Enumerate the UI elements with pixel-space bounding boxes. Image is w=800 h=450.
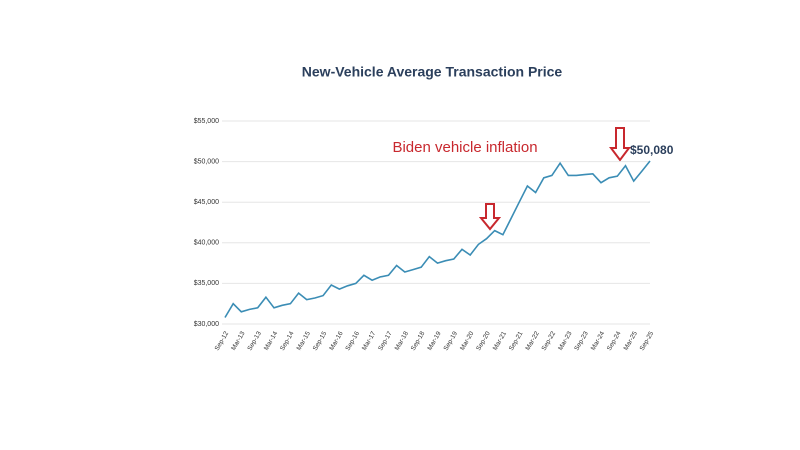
x-tick-label: Mar-16	[328, 330, 345, 352]
annotation: Biden vehicle inflation	[392, 139, 537, 156]
arrow	[478, 203, 502, 231]
x-tick-label: Mar-17	[361, 330, 378, 352]
y-tick-label: $45,000	[194, 199, 219, 206]
x-tick-label: Sep-12	[214, 330, 231, 352]
x-tick-label: Sep-25	[639, 330, 656, 352]
x-tick-label: Sep-24	[606, 330, 623, 352]
x-tick-label: Sep-16	[344, 330, 361, 352]
x-tick-label: Mar-13	[230, 330, 247, 352]
x-tick-label: Mar-24	[590, 330, 607, 352]
x-tick-label: Sep-20	[475, 330, 492, 352]
x-tick-label: Mar-23	[557, 330, 574, 352]
x-tick-label: Sep-22	[541, 330, 558, 352]
x-tick-label: Mar-22	[524, 330, 541, 352]
arrow	[609, 127, 631, 162]
chart-title: New-Vehicle Average Transaction Price	[302, 64, 563, 80]
data-label: $50,080	[630, 143, 674, 157]
x-tick-label: Mar-21	[492, 330, 509, 352]
x-tick-label: Sep-21	[508, 330, 525, 352]
x-tick-label: Sep-13	[246, 330, 263, 352]
x-tick-label: Mar-18	[394, 330, 411, 352]
x-tick-label: Mar-14	[263, 330, 280, 352]
x-tick-label: Sep-17	[377, 330, 394, 352]
x-tick-label: Sep-14	[279, 330, 296, 352]
y-tick-label: $50,000	[194, 158, 219, 165]
y-tick-label: $40,000	[194, 240, 219, 247]
x-tick-label: Mar-15	[296, 330, 313, 352]
x-tick-label: Sep-18	[410, 330, 427, 352]
line	[224, 160, 651, 318]
x-tick-label: Mar-25	[623, 330, 640, 352]
x-tick-label: Sep-15	[312, 330, 329, 352]
x-tick-label: Sep-19	[443, 330, 460, 352]
x-tick-label: Sep-23	[573, 330, 590, 352]
x-tick-label: Mar-20	[459, 330, 476, 352]
y-tick-label: $30,000	[194, 321, 219, 328]
y-tick-label: $55,000	[194, 118, 219, 125]
y-tick-label: $35,000	[194, 280, 219, 287]
x-tick-label: Mar-19	[426, 330, 443, 352]
